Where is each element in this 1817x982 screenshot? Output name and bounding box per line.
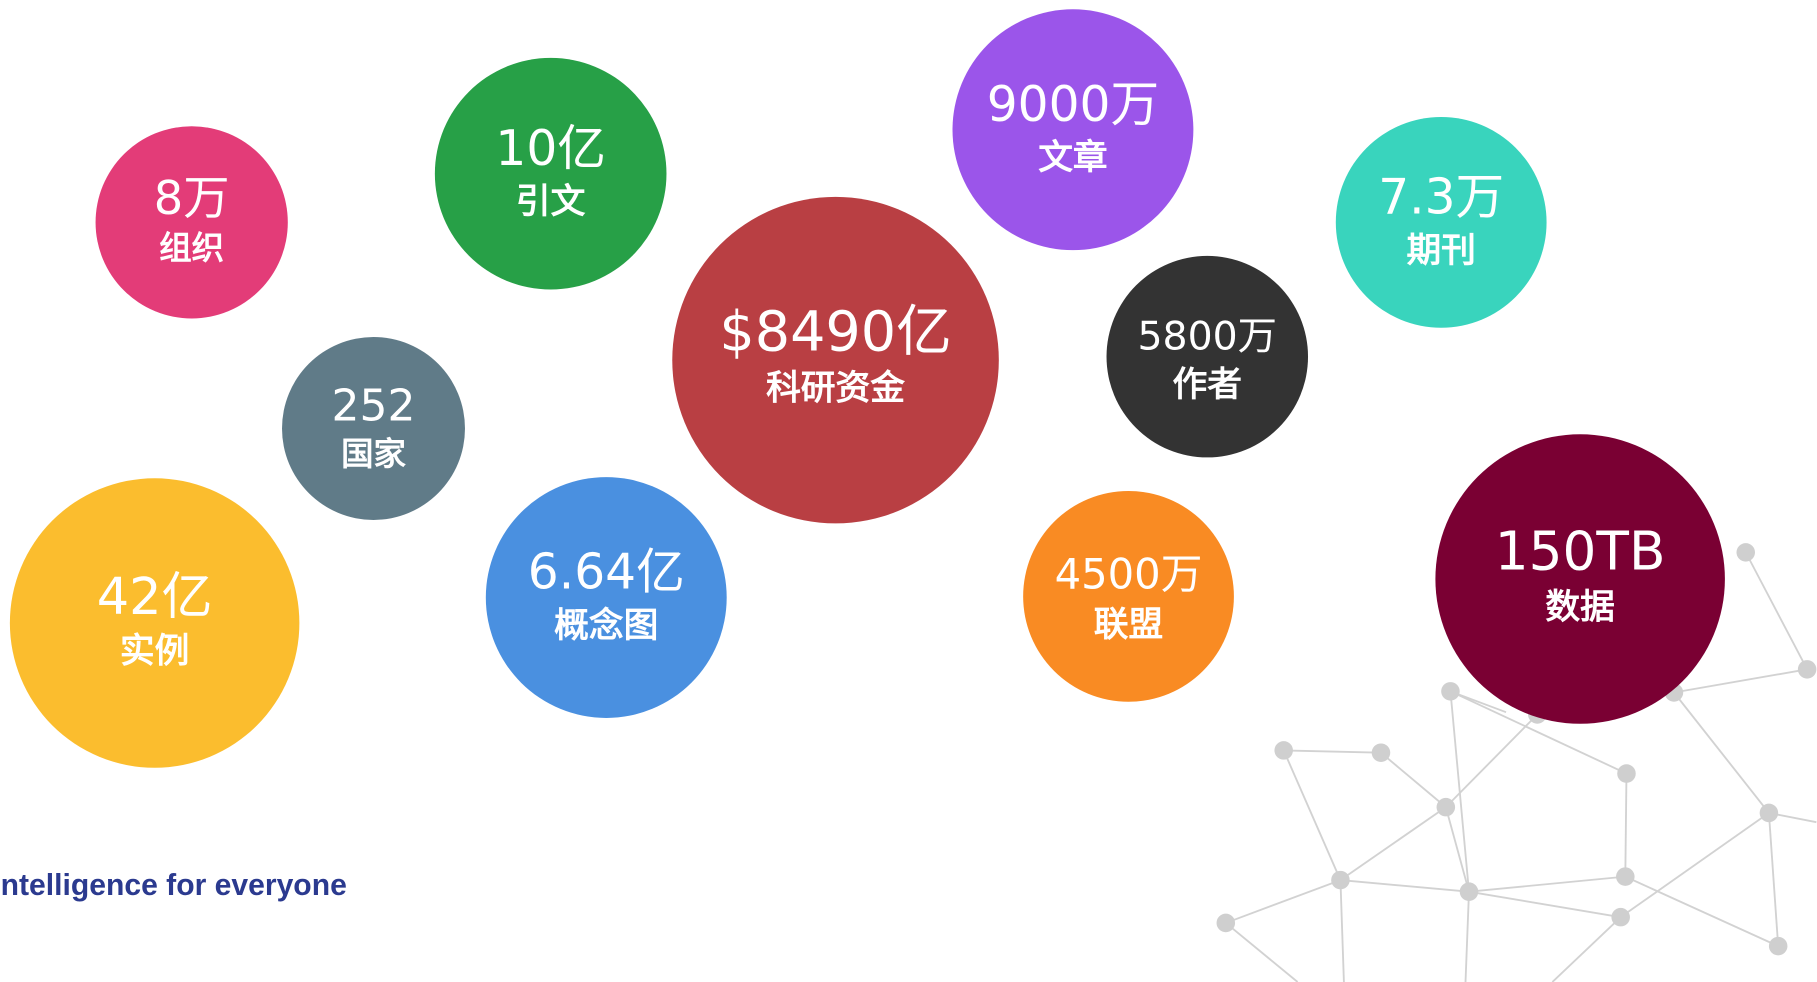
bubble-label: 科研资金 <box>766 368 905 409</box>
page: {"tagline": "ntelligence for everyone", … <box>0 0 1817 982</box>
bubble-label: 概念图 <box>554 605 658 646</box>
slide: 8万组织10亿引文252国家42亿实例6.64亿概念图$8490亿科研资金900… <box>0 0 1817 982</box>
bubble-value: 150TB <box>1495 521 1666 583</box>
bubble-value: 10亿 <box>495 121 606 177</box>
bubble-value: 5800万 <box>1138 313 1278 359</box>
bubble-value: 42亿 <box>97 568 213 627</box>
bubble-label: 实例 <box>120 632 189 672</box>
bubble-value: 4500万 <box>1055 550 1203 599</box>
bubble-value: $8490亿 <box>719 299 951 364</box>
bubble-value: 252 <box>332 381 416 432</box>
bubble-value: 9000万 <box>987 77 1159 133</box>
bubble-value: 6.64亿 <box>528 545 685 601</box>
bubble-value: 8万 <box>154 171 230 225</box>
bubble-label: 作者 <box>1173 365 1242 405</box>
bubble-label: 组织 <box>159 229 224 267</box>
bubble: 150TB 数据 <box>1435 434 1725 724</box>
bubble-label: 文章 <box>1038 137 1107 178</box>
bubbles: 8万组织10亿引文252国家42亿实例6.64亿概念图$8490亿科研资金900… <box>10 9 1725 768</box>
bubble-value: 7.3万 <box>1378 169 1504 225</box>
tagline: ntelligence for everyone <box>1 869 347 902</box>
bubble-label: 数据 <box>1545 588 1614 628</box>
bubble-label: 联盟 <box>1094 605 1163 645</box>
bubble-label: 引文 <box>516 182 586 222</box>
bubble-label: 国家 <box>341 435 406 473</box>
bubble-label: 期刊 <box>1406 231 1475 271</box>
